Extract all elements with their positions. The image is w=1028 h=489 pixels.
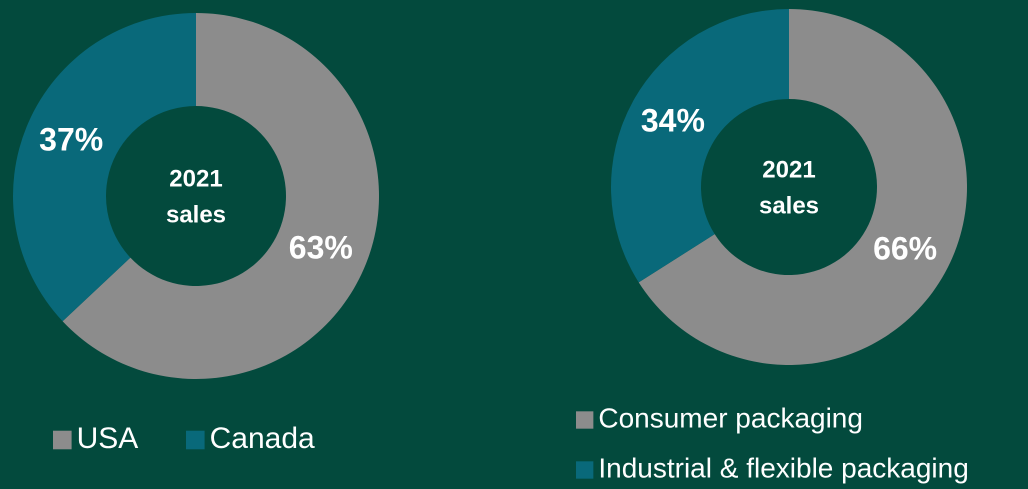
donut-slice bbox=[62, 13, 379, 379]
value-label: 63% bbox=[289, 229, 353, 265]
value-label: 34% bbox=[641, 103, 705, 139]
donut-slice bbox=[611, 9, 789, 283]
legend-label: Canada bbox=[210, 422, 315, 455]
legend-swatch bbox=[576, 461, 594, 479]
value-label: 66% bbox=[873, 230, 937, 266]
center-label: sales bbox=[166, 201, 226, 228]
center-label: 2021 bbox=[762, 156, 815, 183]
value-label: 37% bbox=[39, 121, 103, 157]
donut-slice bbox=[13, 13, 197, 322]
donut-slice bbox=[638, 9, 968, 365]
legend-label: Consumer packaging bbox=[598, 402, 863, 433]
center-label: sales bbox=[759, 192, 819, 219]
center-label: 2021 bbox=[169, 165, 222, 192]
legend-swatch bbox=[53, 430, 72, 450]
legend-swatch bbox=[186, 430, 205, 450]
legend-label: USA bbox=[77, 422, 139, 455]
legend-label: Industrial & flexible packaging bbox=[598, 452, 968, 483]
legend-swatch bbox=[576, 411, 594, 429]
